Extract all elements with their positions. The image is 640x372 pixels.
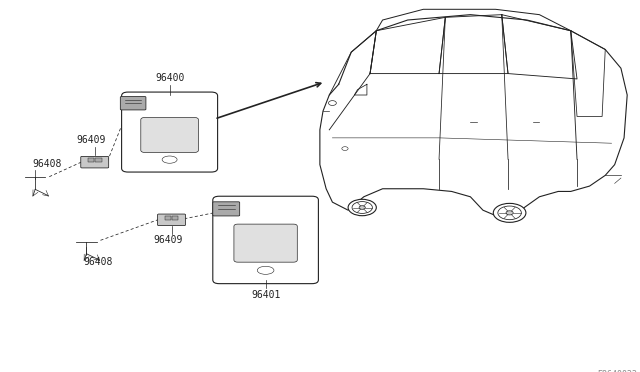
Text: 96408: 96408	[32, 158, 61, 169]
FancyBboxPatch shape	[172, 216, 179, 220]
Circle shape	[348, 199, 376, 216]
FancyBboxPatch shape	[81, 156, 109, 168]
Circle shape	[498, 206, 522, 220]
Circle shape	[352, 202, 372, 214]
FancyBboxPatch shape	[88, 158, 94, 162]
FancyBboxPatch shape	[234, 224, 297, 262]
Text: 96401: 96401	[251, 290, 280, 300]
FancyBboxPatch shape	[141, 118, 198, 153]
FancyBboxPatch shape	[164, 216, 171, 220]
Ellipse shape	[342, 147, 348, 150]
Ellipse shape	[328, 101, 337, 105]
Circle shape	[506, 211, 513, 215]
Circle shape	[359, 206, 365, 209]
Circle shape	[493, 203, 526, 222]
Text: 96408: 96408	[83, 257, 113, 267]
FancyBboxPatch shape	[120, 96, 146, 110]
FancyBboxPatch shape	[122, 92, 218, 172]
FancyBboxPatch shape	[95, 158, 102, 162]
Ellipse shape	[257, 266, 274, 274]
Text: 96409: 96409	[77, 135, 106, 145]
FancyBboxPatch shape	[157, 214, 186, 225]
FancyBboxPatch shape	[212, 196, 319, 283]
Text: 96409: 96409	[154, 235, 183, 245]
Text: E9640022: E9640022	[596, 370, 637, 372]
Text: 96400: 96400	[155, 73, 184, 83]
FancyBboxPatch shape	[212, 202, 239, 216]
Ellipse shape	[162, 156, 177, 163]
